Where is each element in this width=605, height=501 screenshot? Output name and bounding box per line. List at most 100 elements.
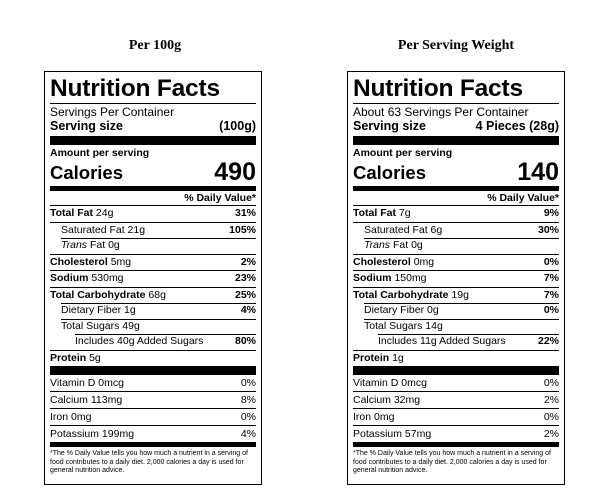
nutrient-row-protein: Protein 1g bbox=[353, 349, 559, 367]
nutrient-label: Dietary Fiber bbox=[364, 304, 425, 316]
vitamin-dv: 8% bbox=[240, 394, 256, 406]
nutrient-amount: 68g bbox=[148, 288, 166, 301]
nutrient-amount: Fat 0g bbox=[89, 239, 120, 251]
column-heading-per-100g: Per 100g bbox=[128, 38, 182, 53]
nutrition-label-per-100g: Nutrition Facts Servings Per Container S… bbox=[44, 71, 262, 485]
nutrient-dv: 0% bbox=[543, 255, 559, 268]
nutrient-row-dietary-fiber: Dietary Fiber 0g 0% bbox=[353, 303, 559, 319]
vitamin-row-vitamin-d: Vitamin D 0mcg 0% bbox=[50, 375, 256, 391]
nutrient-label: Includes 11g Added Sugars bbox=[378, 335, 506, 347]
nutrient-row-added-sugars: Includes 40g Added Sugars 80% bbox=[50, 334, 256, 350]
nutrient-amount: 5g bbox=[89, 351, 101, 364]
title-rule bbox=[50, 103, 256, 104]
nutrient-label: Total Carbohydrate bbox=[353, 288, 449, 301]
nutrient-amount: 5mg bbox=[110, 255, 132, 268]
daily-value-footnote: *The % Daily Value tells you how much a … bbox=[50, 450, 248, 475]
daily-value-footnote: *The % Daily Value tells you how much a … bbox=[353, 450, 551, 475]
nutrient-amount: 150mg bbox=[394, 272, 427, 284]
nutrient-amount: 0mg bbox=[413, 255, 435, 268]
nutrient-dv: 2% bbox=[240, 255, 256, 268]
column-heading-per-serving: Per Serving Weight bbox=[397, 38, 515, 53]
nutrient-row-trans-fat: Trans Fat 0g bbox=[50, 238, 256, 254]
nutrient-amount: Fat 0g bbox=[392, 239, 423, 251]
nutrient-amount: 14g bbox=[425, 319, 443, 332]
nutrient-dv: 25% bbox=[234, 288, 256, 301]
nutrient-label: Includes 40g Added Sugars bbox=[75, 335, 204, 347]
vitamin-dv: 4% bbox=[240, 428, 256, 440]
serving-size-row: Serving size 4 Pieces (28g) bbox=[353, 119, 559, 134]
nutrient-label: Protein bbox=[50, 351, 87, 364]
servings-per-container: About 63 Servings Per Container bbox=[353, 105, 529, 119]
nutrient-label: Cholesterol bbox=[353, 255, 411, 268]
amount-per-serving: Amount per serving bbox=[50, 147, 150, 159]
vitamin-label: Vitamin D 0mcg bbox=[353, 377, 427, 389]
nutrient-amount: 530mg bbox=[91, 272, 124, 284]
nutrient-amount: 1g bbox=[124, 304, 136, 316]
daily-value-header: % Daily Value* bbox=[487, 192, 559, 204]
nutrient-label: Saturated Fat bbox=[364, 223, 428, 236]
nutrient-amount: 0g bbox=[427, 304, 439, 316]
vitamin-row-calcium: Calcium 113mg 8% bbox=[50, 391, 256, 408]
vitamin-label: Iron 0mg bbox=[353, 411, 395, 423]
vitamin-label: Potassium 57mg bbox=[353, 428, 432, 440]
nutrient-dv: 7% bbox=[543, 288, 559, 301]
calories-row: Calories 140 bbox=[353, 159, 559, 185]
calories-label: Calories bbox=[50, 162, 124, 183]
nutrient-amount: 49g bbox=[122, 319, 140, 332]
nutrient-dv: 30% bbox=[537, 223, 559, 236]
calories-row: Calories 490 bbox=[50, 159, 256, 185]
amount-per-serving: Amount per serving bbox=[353, 147, 453, 159]
medium-divider bbox=[353, 186, 559, 191]
title-rule bbox=[353, 103, 559, 104]
vitamins-divider bbox=[353, 366, 559, 375]
nutrient-row-sodium: Sodium 530mg 23% bbox=[50, 270, 256, 287]
nutrient-label: Sodium bbox=[50, 272, 89, 284]
nutrient-row-added-sugars: Includes 11g Added Sugars 22% bbox=[353, 334, 559, 350]
nutrient-label: Sodium bbox=[353, 272, 392, 284]
vitamin-dv: 2% bbox=[543, 394, 559, 406]
nutrient-row-sodium: Sodium 150mg 7% bbox=[353, 270, 559, 287]
vitamin-dv: 0% bbox=[543, 411, 559, 423]
nutrient-dv: 9% bbox=[543, 207, 559, 219]
nutrient-amount: 7g bbox=[398, 207, 411, 219]
nutrient-row-dietary-fiber: Dietary Fiber 1g 4% bbox=[50, 303, 256, 319]
nutrient-amount: 1g bbox=[392, 351, 404, 364]
vitamin-row-calcium: Calcium 32mg 2% bbox=[353, 391, 559, 408]
nutrient-row-cholesterol: Cholesterol 0mg 0% bbox=[353, 253, 559, 271]
thick-divider bbox=[50, 136, 256, 145]
nutrient-row-total-sugars: Total Sugars 14g bbox=[353, 318, 559, 335]
serving-size-label: Serving size bbox=[353, 119, 426, 133]
nutrient-row-cholesterol: Cholesterol 5mg 2% bbox=[50, 253, 256, 271]
vitamins-divider bbox=[50, 366, 256, 375]
nutrient-row-total-fat: Total Fat 7g 9% bbox=[353, 205, 559, 222]
vitamin-row-iron: Iron 0mg 0% bbox=[50, 408, 256, 425]
calories-value: 140 bbox=[517, 158, 559, 186]
nutrient-label: Trans bbox=[364, 239, 391, 251]
nutrient-label: Total Sugars bbox=[364, 319, 423, 332]
vitamin-label: Potassium 199mg bbox=[50, 428, 135, 440]
nutrient-row-protein: Protein 5g bbox=[50, 349, 256, 367]
vitamin-row-vitamin-d: Vitamin D 0mcg 0% bbox=[353, 375, 559, 391]
nutrient-dv: 31% bbox=[234, 207, 256, 219]
servings-per-container: Servings Per Container bbox=[50, 105, 175, 119]
nutrient-dv: 0% bbox=[543, 304, 559, 316]
vitamin-dv: 0% bbox=[240, 377, 256, 389]
footnote-divider bbox=[353, 442, 559, 447]
nutrient-label: Total Carbohydrate bbox=[50, 288, 146, 301]
footnote-divider bbox=[50, 442, 256, 447]
nutrient-label: Total Fat bbox=[353, 207, 396, 219]
serving-size-label: Serving size bbox=[50, 119, 123, 133]
vitamin-label: Calcium 113mg bbox=[50, 394, 123, 406]
vitamin-label: Vitamin D 0mcg bbox=[50, 377, 124, 389]
nutrient-row-total-sugars: Total Sugars 49g bbox=[50, 318, 256, 335]
nutrient-dv: 4% bbox=[240, 304, 256, 316]
nutrient-dv: 7% bbox=[543, 272, 559, 284]
vitamin-row-iron: Iron 0mg 0% bbox=[353, 408, 559, 425]
nutrient-label: Total Sugars bbox=[61, 319, 120, 332]
nutrient-row-saturated-fat: Saturated Fat 6g 30% bbox=[353, 221, 559, 239]
nutrition-facts-title: Nutrition Facts bbox=[353, 75, 523, 102]
nutrition-label-per-serving: Nutrition Facts About 63 Servings Per Co… bbox=[347, 71, 565, 485]
nutrient-label: Trans bbox=[61, 239, 88, 251]
nutrient-dv: 22% bbox=[537, 335, 559, 347]
nutrient-dv: 80% bbox=[234, 335, 256, 347]
